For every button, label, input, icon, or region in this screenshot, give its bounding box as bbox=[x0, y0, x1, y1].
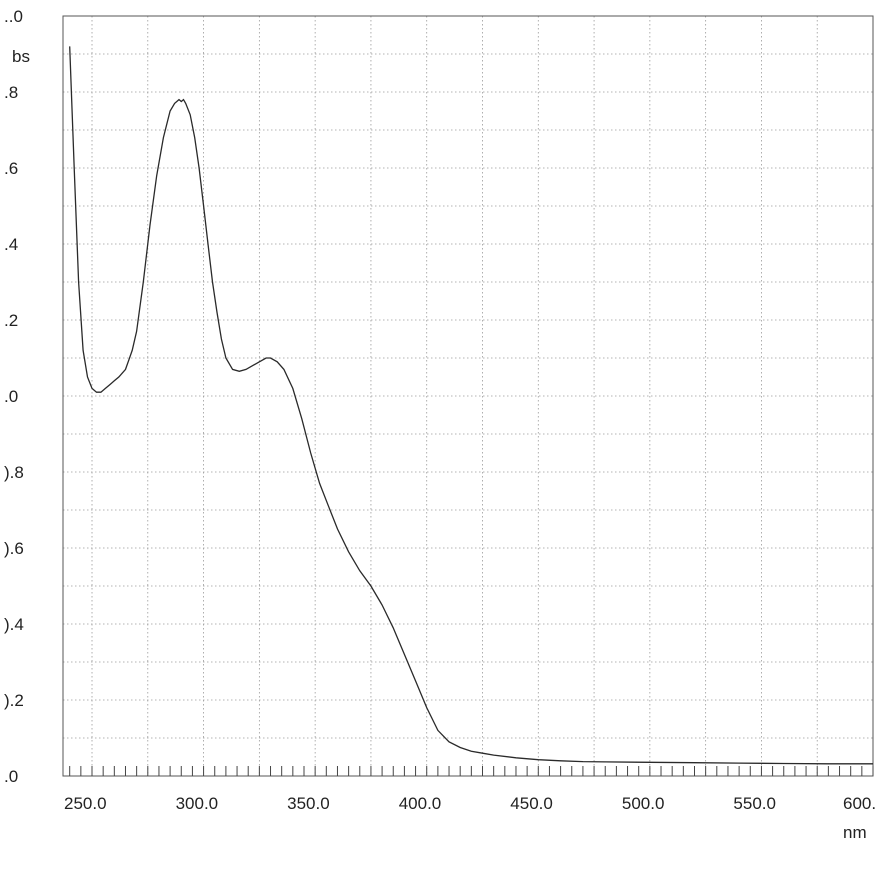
y-tick-label: .4 bbox=[4, 235, 18, 254]
y-tick-label: ).4 bbox=[4, 615, 24, 634]
x-tick-label: 300.0 bbox=[176, 794, 219, 813]
x-tick-label: 500.0 bbox=[622, 794, 665, 813]
x-tick-label: 250.0 bbox=[64, 794, 107, 813]
x-tick-label: 450.0 bbox=[510, 794, 553, 813]
x-tick-label: 600. bbox=[843, 794, 876, 813]
y-tick-label: .8 bbox=[4, 83, 18, 102]
y-axis-tick-labels: .0 ).2 ).4 ).6 ).8 .0 .2 .4 .6 .8 ..0 bbox=[4, 7, 24, 786]
x-axis-label: nm bbox=[843, 823, 867, 842]
y-tick-label: ).6 bbox=[4, 539, 24, 558]
y-tick-label: .2 bbox=[4, 311, 18, 330]
y-tick-label: ).2 bbox=[4, 691, 24, 710]
x-tick-label: 400.0 bbox=[399, 794, 442, 813]
y-tick-label: ..0 bbox=[4, 7, 23, 26]
y-axis-label: bs bbox=[12, 47, 30, 66]
y-tick-label: .0 bbox=[4, 767, 18, 786]
grid-lines bbox=[63, 15, 874, 777]
spectrum-line bbox=[69, 46, 873, 765]
x-tick-label: 350.0 bbox=[287, 794, 330, 813]
y-tick-label: ).8 bbox=[4, 463, 24, 482]
plot-frame bbox=[62, 15, 874, 777]
x-axis-tick-labels: 250.0 300.0 350.0 400.0 450.0 500.0 550.0 600. bbox=[64, 794, 876, 813]
x-tick-label: 550.0 bbox=[733, 794, 776, 813]
y-tick-label: .6 bbox=[4, 159, 18, 178]
x-axis-minor-ticks bbox=[69, 766, 874, 776]
y-tick-label: .0 bbox=[4, 387, 18, 406]
